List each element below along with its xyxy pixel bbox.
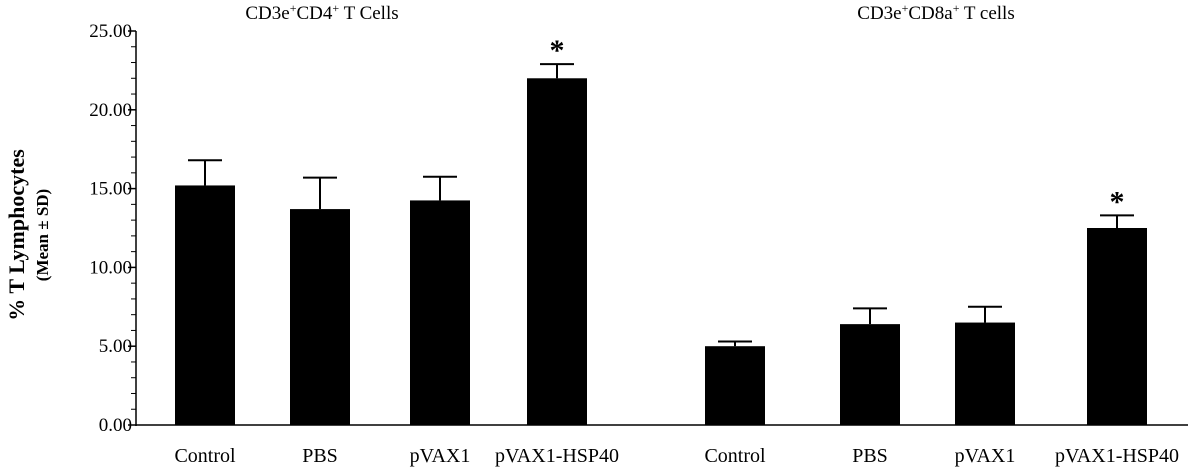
title-part: T cells [959,3,1014,24]
group-title: CD3e+CD4+ T Cells [245,1,398,24]
superscript-plus: + [953,1,960,15]
title-part: CD3e [857,3,901,24]
bar [840,324,900,425]
group-title: CD3e+CD8a+ T cells [857,1,1014,24]
bars [175,63,1147,425]
axes: 0.00 5.00 10.00 15.00 20.00 25.00 [89,21,1188,436]
bar [527,78,587,425]
y-tick-label: 0.00 [99,415,132,436]
y-tick-label: 5.00 [99,336,132,357]
superscript-plus: + [290,1,297,15]
bar [410,200,470,425]
y-tick-label: 10.00 [89,257,132,278]
bar [175,185,235,425]
bar [1087,228,1147,425]
bar [705,346,765,425]
bar [955,322,1015,425]
superscript-plus: + [902,1,909,15]
y-axis-sublabel: (Mean ± SD) [33,189,52,281]
significance-star: * [550,34,565,67]
category-label: pVAX1-HSP40 [495,445,619,467]
category-label: PBS [302,445,338,467]
category-label: Control [704,445,766,467]
category-label: pVAX1-HSP40 [1055,445,1179,467]
category-label: pVAX1 [955,445,1016,467]
y-tick-label: 20.00 [89,100,132,121]
y-axis-label: % T Lymphocytes [4,149,29,321]
title-part: CD3e [245,3,289,24]
superscript-plus: + [332,1,339,15]
title-part: CD8a [908,3,953,24]
bar [290,209,350,425]
significance-star: * [1110,185,1125,218]
title-part: T Cells [339,3,398,24]
title-part: CD4 [296,3,332,24]
y-axis-title: % T Lymphocytes (Mean ± SD) [4,149,52,321]
category-label: PBS [852,445,888,467]
y-tick-label: 25.00 [89,21,132,42]
y-tick-label: 15.00 [89,179,132,200]
category-label: Control [174,445,236,467]
category-label: pVAX1 [410,445,471,467]
